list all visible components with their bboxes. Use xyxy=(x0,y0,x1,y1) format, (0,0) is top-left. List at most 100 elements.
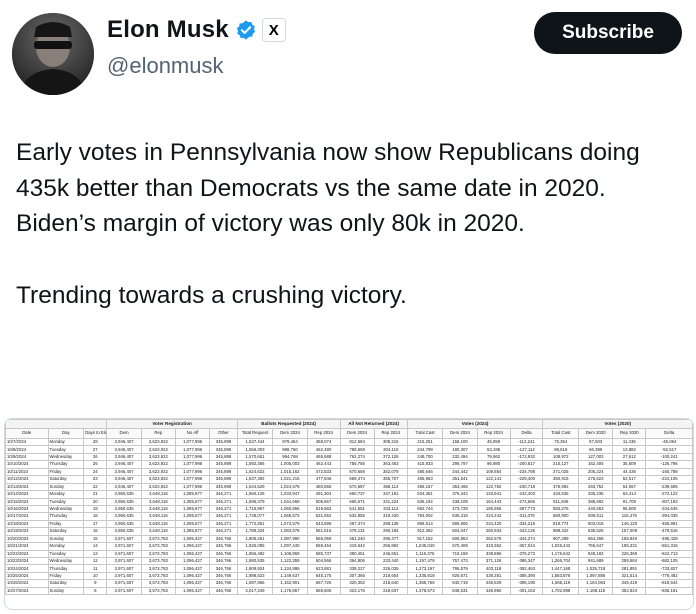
table-cell: 10/25/2024 xyxy=(5,571,49,581)
table-cell: 226,035 xyxy=(373,564,408,573)
column-header: Rep 2024 xyxy=(476,428,511,439)
table-cell: 788,559 xyxy=(339,445,375,454)
subscribe-button[interactable]: Subscribe xyxy=(534,12,682,54)
table-cell: 1,077,996 xyxy=(174,445,211,454)
table-cell: -52,517 xyxy=(645,445,693,454)
table-cell: 3,648,116 xyxy=(140,519,177,529)
group-header: Voter Registration xyxy=(106,419,238,429)
table-cell: Saturday xyxy=(47,579,85,588)
table-cell: 645,175 xyxy=(306,571,341,581)
table-cell: 350,915 xyxy=(542,475,580,484)
table-cell: 10/21/2024 xyxy=(5,542,49,551)
table-cell: 346,271 xyxy=(209,527,238,536)
table-cell: 1,085,677 xyxy=(174,527,211,536)
table-cell: 670,687 xyxy=(339,482,375,492)
table-cell: -561,316 xyxy=(645,542,693,551)
table-cell: 12 xyxy=(83,556,108,566)
table-cell: -274,666 xyxy=(509,497,544,506)
table-cell: 27,612 xyxy=(612,452,647,462)
table-cell: -495,428 xyxy=(645,534,693,544)
table-cell: 1,033,947 xyxy=(272,490,308,499)
group-header: Votes (2020) xyxy=(542,419,693,429)
table-cell: 3,623,922 xyxy=(140,460,177,469)
table-cell: 670,669 xyxy=(339,467,375,477)
table-cell: 654,268 xyxy=(578,534,614,544)
display-name[interactable]: Elon Musk xyxy=(107,16,229,43)
table-row: 10/14/2024 Monday 21 3,950,635 3,648,116 1,08… xyxy=(5,490,693,499)
table-cell: 281,891 xyxy=(612,564,647,573)
table-cell: 15 xyxy=(83,534,108,544)
table-cell: 446,960 xyxy=(476,586,511,596)
table-cell: 215,127 xyxy=(542,460,580,469)
table-cell: -733,827 xyxy=(645,564,693,573)
column-header: Dem 2024 xyxy=(442,428,478,439)
table-cell: 1,096,427 xyxy=(174,571,211,581)
table-cell: 438,109 xyxy=(442,497,478,506)
table-cell: -234,788 xyxy=(509,467,544,477)
table-cell: 534,361 xyxy=(406,490,444,499)
table-row: 10/27/2024 Sunday 8 3,971,607 3,673,783 1,096… xyxy=(5,586,693,596)
group-header: All Not Returned (2024) xyxy=(339,419,408,429)
table-cell: 3,648,116 xyxy=(140,512,177,521)
table-cell: 346,766 xyxy=(209,579,238,588)
table-cell: 1,335,818 xyxy=(406,571,444,581)
table-cell: 109,654 xyxy=(476,467,511,477)
table-cell: 318,430 xyxy=(373,512,408,521)
table-cell: 344,442 xyxy=(442,467,478,477)
table-cell: 345,899 xyxy=(209,445,238,454)
table-cell: 218,637 xyxy=(373,586,408,596)
table-cell: 556,058 xyxy=(306,534,341,544)
column-header: Delta xyxy=(509,428,544,439)
table-cell: 1,988,523 xyxy=(236,571,274,581)
table-cell: 338,886 xyxy=(476,549,511,559)
table-cell: 403,118 xyxy=(476,564,511,573)
table-cell: 63,414 xyxy=(612,490,647,499)
table-cell: 353,465 xyxy=(442,482,478,492)
table-cell: 3,971,607 xyxy=(106,549,142,559)
table-cell: 91,709 xyxy=(612,497,647,506)
table-cell: 757,473 xyxy=(442,556,478,566)
table-cell: 10/23/2024 xyxy=(5,556,49,566)
table-cell: 665,605 xyxy=(306,586,341,596)
tweet-media-image[interactable]: Voter Registration Ballots Requested (20… xyxy=(4,418,694,610)
table-cell: 988,760 xyxy=(272,445,308,454)
table-row: 10/12/2024 Saturday 23 3,946,407 3,623,922 1,… xyxy=(5,475,693,484)
table-cell: 1,122,359 xyxy=(272,556,308,566)
table-cell: 345,899 xyxy=(209,475,238,484)
user-handle[interactable]: @elonmusk xyxy=(107,53,224,78)
table-cell: -376,273 xyxy=(509,549,544,559)
table-cell: 912,352 xyxy=(406,527,444,536)
table-cell: 288,138 xyxy=(373,519,408,529)
table-cell: 462,443 xyxy=(306,460,341,469)
table-cell: 3,946,407 xyxy=(106,475,142,484)
table-cell: 1,116,375 xyxy=(406,549,444,559)
table-cell: 285,477 xyxy=(373,534,408,544)
table-cell: 10 xyxy=(83,571,108,581)
table-cell: 1,096,427 xyxy=(174,534,211,544)
table-cell: 333,112 xyxy=(373,504,408,514)
table-cell: 341,224 xyxy=(373,497,408,506)
table-cell: 434,635 xyxy=(542,490,580,499)
table-cell: 54,067 xyxy=(612,482,647,492)
table-cell: 1,695,379 xyxy=(236,497,274,506)
table-cell: 215,640 xyxy=(373,579,408,588)
table-cell: 346,271 xyxy=(209,497,238,506)
avatar[interactable] xyxy=(12,13,94,95)
table-cell: 3,648,116 xyxy=(140,490,177,499)
table-cell: 10/22/2024 xyxy=(5,549,49,559)
column-header: Total Request xyxy=(236,428,274,439)
table-cell: 345,419 xyxy=(612,579,647,588)
table-cell: 2,017,349 xyxy=(236,586,274,596)
table-cell: 1,789,334 xyxy=(236,527,274,536)
table-cell: 1,856,482 xyxy=(236,549,274,559)
table-cell: 1,273,197 xyxy=(406,564,444,573)
table-row: 10/26/2024 Saturday 9 3,971,607 3,673,783 1,0… xyxy=(5,579,693,588)
table-cell: 195,331 xyxy=(612,542,647,551)
table-cell: 17 xyxy=(83,519,108,529)
table-cell: 321,514 xyxy=(612,571,647,581)
table-cell: 1,592,356 xyxy=(236,460,274,469)
table-cell: -127,112 xyxy=(509,445,544,454)
table-cell: 603,016 xyxy=(578,519,614,529)
column-header: Date xyxy=(5,428,49,439)
table-cell: 819,774 xyxy=(542,519,580,529)
